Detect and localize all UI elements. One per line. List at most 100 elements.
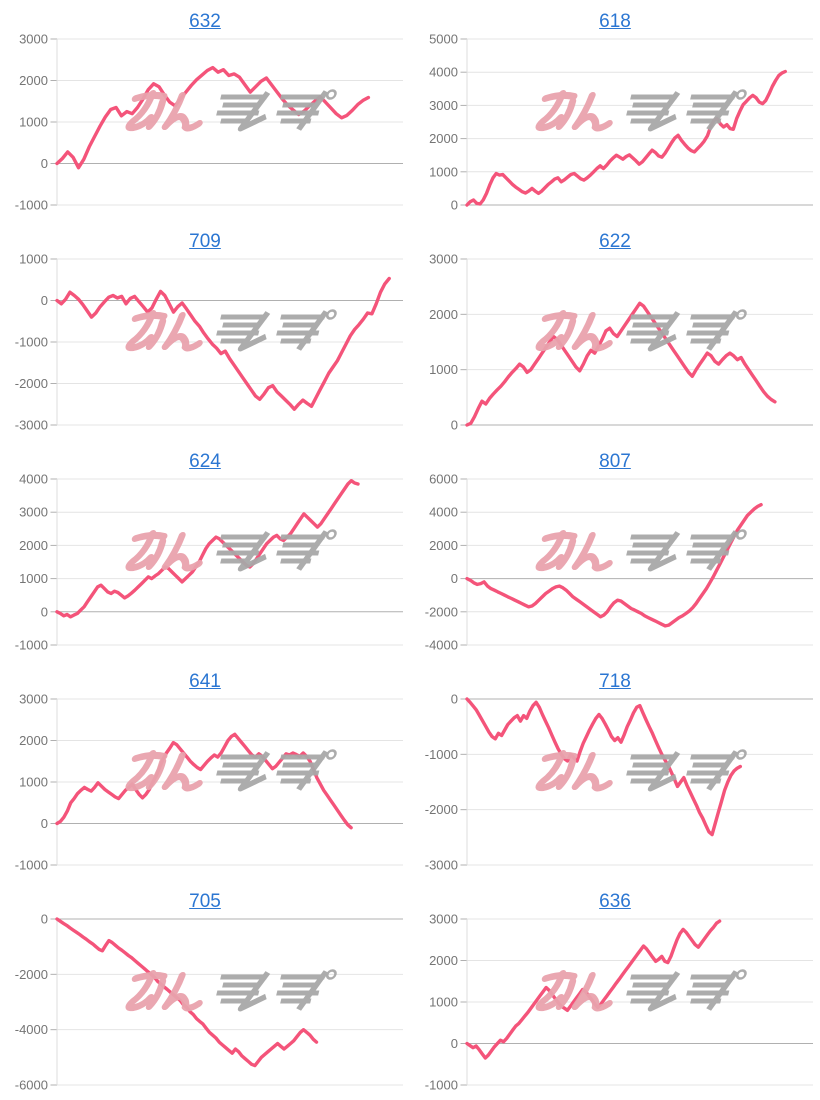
chart-title-link[interactable]: 705 [189, 891, 221, 913]
chart-title-link[interactable]: 636 [599, 891, 631, 913]
y-axis-label: -2000 [15, 967, 48, 982]
chart-title-row: 622 [410, 220, 820, 254]
y-axis-label: 4000 [19, 474, 48, 487]
chart-title-link[interactable]: 632 [189, 11, 221, 33]
y-axis-label: 0 [41, 816, 48, 831]
chart-cell: 624 4000 3000 2000 1000 0 -1000 [0, 440, 410, 660]
data-line [465, 503, 763, 628]
chart-cell: 618 5000 4000 3000 2000 1000 0 [410, 0, 820, 220]
chart-title-row: 632 [0, 0, 410, 34]
chart-plot-wrap: 5000 4000 3000 2000 1000 0 [410, 34, 820, 220]
y-axis-label: 1000 [429, 164, 458, 179]
chart-plot-wrap: 0 -2000 -4000 -6000 [0, 914, 410, 1100]
chart-plot-wrap: 6000 4000 2000 0 -2000 -4000 [410, 474, 820, 660]
y-axis-label: 3000 [19, 34, 48, 47]
chart-plot: 0 -1000 -2000 -3000 [425, 694, 813, 873]
chart-cell: 718 0 -1000 -2000 -3000 [410, 660, 820, 880]
chart-plot-wrap: 3000 2000 1000 0 -1000 [0, 694, 410, 880]
y-axis-label: 2000 [429, 131, 458, 146]
data-line [55, 732, 353, 830]
y-axis-label: 2000 [429, 307, 458, 322]
y-axis-label: -2000 [425, 604, 458, 619]
chart-title-row: 618 [410, 0, 820, 34]
y-axis-label: -4000 [425, 638, 458, 653]
chart-plot-wrap: 4000 3000 2000 1000 0 -1000 [0, 474, 410, 660]
y-axis-label: -2000 [425, 802, 458, 817]
y-axis-label: 3000 [429, 914, 458, 927]
chart-cell: 709 1000 0 -1000 -2000 -3000 [0, 220, 410, 440]
chart-plot-wrap: 1000 0 -1000 -2000 -3000 [0, 254, 410, 440]
y-axis-label: 0 [41, 156, 48, 171]
chart-cell: 636 3000 2000 1000 0 -1000 [410, 880, 820, 1100]
y-axis-label: -3000 [15, 418, 48, 433]
chart-title-link[interactable]: 718 [599, 671, 631, 693]
chart-title-row: 624 [0, 440, 410, 474]
y-axis-label: 1000 [19, 571, 48, 586]
data-line [55, 917, 319, 1068]
y-axis-label: 2000 [429, 953, 458, 968]
data-line [465, 301, 777, 427]
y-axis-label: 0 [451, 198, 458, 213]
data-line [465, 697, 742, 837]
y-axis-label: -1000 [425, 747, 458, 762]
chart-title-row: 641 [0, 660, 410, 694]
y-axis-label: 2000 [19, 538, 48, 553]
y-axis-label: -1000 [15, 638, 48, 653]
y-axis-label: 6000 [429, 474, 458, 487]
chart-plot: 0 -2000 -4000 -6000 [15, 914, 403, 1093]
y-axis-label: 0 [41, 293, 48, 308]
y-axis-label: -3000 [425, 858, 458, 873]
y-axis-label: 0 [451, 1036, 458, 1051]
chart-title-link[interactable]: 807 [599, 451, 631, 473]
y-axis-label: 3000 [19, 505, 48, 520]
chart-plot: 1000 0 -1000 -2000 -3000 [15, 254, 403, 433]
data-line [55, 276, 391, 411]
chart-plot-wrap: 3000 2000 1000 0 -1000 [410, 914, 820, 1100]
y-axis-label: 1000 [429, 995, 458, 1010]
y-axis-label: 3000 [429, 98, 458, 113]
chart-title-row: 705 [0, 880, 410, 914]
chart-title-link[interactable]: 618 [599, 11, 631, 33]
chart-plot: 6000 4000 2000 0 -2000 -4000 [425, 474, 813, 653]
chart-plot-wrap: 3000 2000 1000 0 [410, 254, 820, 440]
chart-plot: 5000 4000 3000 2000 1000 0 [429, 34, 813, 213]
y-axis-label: 4000 [429, 65, 458, 80]
chart-plot: 3000 2000 1000 0 -1000 [15, 34, 403, 213]
y-axis-label: 3000 [19, 694, 48, 707]
y-axis-label: -6000 [15, 1078, 48, 1093]
y-axis-label: -4000 [15, 1022, 48, 1037]
y-axis-label: 0 [451, 694, 458, 707]
data-line [55, 65, 371, 170]
chart-title-row: 718 [410, 660, 820, 694]
y-axis-label: 1000 [429, 362, 458, 377]
y-axis-label: 0 [41, 604, 48, 619]
chart-cell: 705 0 -2000 -4000 -6000 [0, 880, 410, 1100]
y-axis-label: 0 [41, 914, 48, 927]
chart-plot: 3000 2000 1000 0 [429, 254, 813, 433]
y-axis-label: 2000 [429, 538, 458, 553]
y-axis-label: 3000 [429, 254, 458, 267]
chart-cell: 632 3000 2000 1000 0 -1000 [0, 0, 410, 220]
chart-title-link[interactable]: 624 [189, 451, 221, 473]
chart-cell: 641 3000 2000 1000 0 -1000 [0, 660, 410, 880]
y-axis-label: 1000 [19, 775, 48, 790]
y-axis-label: 1000 [19, 254, 48, 267]
chart-title-link[interactable]: 622 [599, 231, 631, 253]
chart-title-link[interactable]: 641 [189, 671, 221, 693]
y-axis-label: -2000 [15, 376, 48, 391]
y-axis-label: 5000 [429, 34, 458, 47]
y-axis-label: -1000 [15, 858, 48, 873]
chart-plot-wrap: 0 -1000 -2000 -3000 [410, 694, 820, 880]
chart-cell: 622 3000 2000 1000 0 [410, 220, 820, 440]
chart-title-row: 807 [410, 440, 820, 474]
y-axis-label: 2000 [19, 733, 48, 748]
y-axis-label: -1000 [15, 335, 48, 350]
chart-title-link[interactable]: 709 [189, 231, 221, 253]
chart-title-row: 709 [0, 220, 410, 254]
chart-cell: 807 6000 4000 2000 0 -2000 -4000 [410, 440, 820, 660]
y-axis-label: 1000 [19, 115, 48, 130]
chart-plot: 4000 3000 2000 1000 0 -1000 [15, 474, 403, 653]
y-axis-label: 4000 [429, 505, 458, 520]
y-axis-label: 0 [451, 571, 458, 586]
